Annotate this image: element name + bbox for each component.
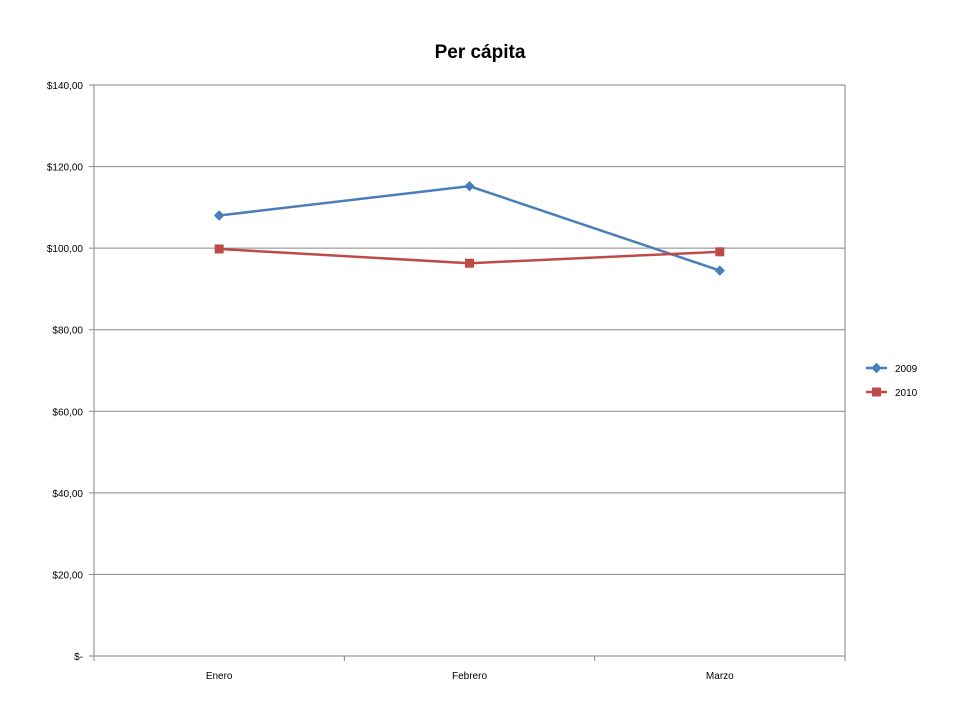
x-tick-label: Marzo xyxy=(706,671,734,682)
y-tick-label: $80,00 xyxy=(52,326,83,337)
data-point-2009 xyxy=(213,210,225,221)
y-tick-label: $20,00 xyxy=(52,570,83,581)
y-tick-label: $140,00 xyxy=(47,81,84,92)
y-tick-label: $40,00 xyxy=(52,489,83,500)
data-point-2010 xyxy=(715,247,725,257)
y-tick-label: $- xyxy=(74,652,83,663)
legend-label: 2009 xyxy=(895,364,918,375)
legend-marker-2010 xyxy=(872,387,881,397)
y-tick-label: $60,00 xyxy=(52,407,83,418)
x-tick-label: Enero xyxy=(206,671,233,682)
data-point-2010 xyxy=(465,258,474,268)
data-point-2010 xyxy=(214,244,224,254)
data-point-2009 xyxy=(714,265,726,276)
chart-title: Per cápita xyxy=(434,42,526,63)
y-tick-label: $120,00 xyxy=(47,163,84,174)
data-point-2009 xyxy=(464,180,475,192)
y-tick-label: $100,00 xyxy=(47,244,84,255)
legend-marker-2009 xyxy=(871,362,882,374)
series-line-2009 xyxy=(219,184,721,272)
legend-label: 2010 xyxy=(895,388,918,399)
x-tick-label: Febrero xyxy=(452,671,487,682)
